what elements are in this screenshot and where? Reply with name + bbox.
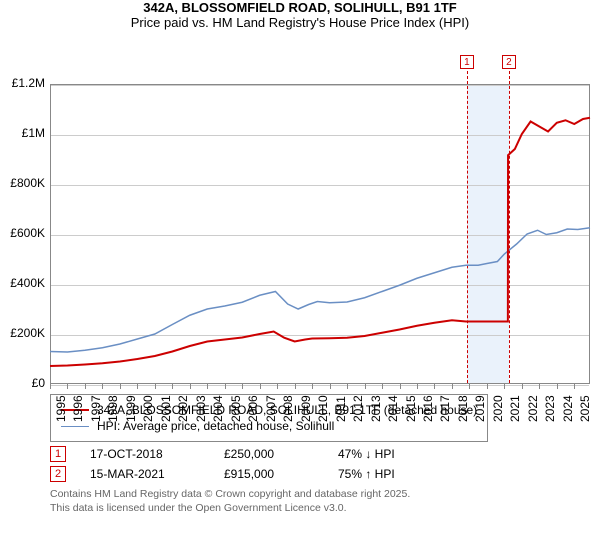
x-tick <box>382 384 383 389</box>
marker-row: 2 15-MAR-2021 £915,000 75% ↑ HPI <box>50 466 600 482</box>
x-tick <box>365 384 366 389</box>
x-tick-label: 2012 <box>351 395 365 422</box>
x-tick-label: 2019 <box>473 395 487 422</box>
x-tick-label: 2018 <box>456 395 470 422</box>
x-tick <box>190 384 191 389</box>
x-tick <box>487 384 488 389</box>
x-tick <box>557 384 558 389</box>
x-tick-label: 2003 <box>194 395 208 422</box>
y-tick-label: £400K <box>0 276 45 290</box>
marker-badge: 1 <box>50 446 66 462</box>
x-tick-label: 2024 <box>561 395 575 422</box>
x-tick <box>137 384 138 389</box>
footer-line2: This data is licensed under the Open Gov… <box>50 502 600 516</box>
marker-delta: 47% ↓ HPI <box>338 447 395 461</box>
y-tick-label: £1.2M <box>0 76 45 90</box>
x-tick-label: 1996 <box>71 395 85 422</box>
x-tick <box>400 384 401 389</box>
x-tick-label: 2005 <box>229 395 243 422</box>
x-tick-label: 2017 <box>438 395 452 422</box>
y-tick-label: £1M <box>0 126 45 140</box>
x-tick-label: 2000 <box>141 395 155 422</box>
event-marker: 1 <box>467 71 468 383</box>
x-tick-label: 1995 <box>54 395 68 422</box>
gridline-y <box>51 385 589 386</box>
x-tick-label: 2023 <box>543 395 557 422</box>
event-marker-badge: 2 <box>502 55 516 69</box>
x-tick <box>452 384 453 389</box>
x-tick-label: 2004 <box>211 395 225 422</box>
x-tick-label: 2022 <box>526 395 540 422</box>
plot-area: 12 <box>50 84 590 384</box>
marker-badge: 2 <box>50 466 66 482</box>
x-tick-label: 1997 <box>89 395 103 422</box>
marker-price: £250,000 <box>224 447 314 461</box>
x-tick-label: 1998 <box>106 395 120 422</box>
x-tick-label: 2020 <box>491 395 505 422</box>
legend-swatch <box>61 426 89 427</box>
y-tick-label: £800K <box>0 176 45 190</box>
x-tick <box>207 384 208 389</box>
highlight-band <box>467 85 509 383</box>
y-tick-label: £200K <box>0 326 45 340</box>
event-marker-badge: 1 <box>460 55 474 69</box>
x-tick-label: 2002 <box>176 395 190 422</box>
x-tick-label: 2010 <box>316 395 330 422</box>
x-tick <box>434 384 435 389</box>
x-tick-label: 1999 <box>124 395 138 422</box>
x-tick <box>102 384 103 389</box>
x-tick <box>330 384 331 389</box>
x-tick-label: 2014 <box>386 395 400 422</box>
x-tick-label: 2021 <box>508 395 522 422</box>
x-tick <box>225 384 226 389</box>
y-tick-label: £0 <box>0 376 45 390</box>
x-tick <box>347 384 348 389</box>
x-tick <box>67 384 68 389</box>
chart-title: 342A, BLOSSOMFIELD ROAD, SOLIHULL, B91 1… <box>0 0 600 15</box>
x-tick-label: 2025 <box>578 395 592 422</box>
x-tick <box>417 384 418 389</box>
x-tick-label: 2006 <box>246 395 260 422</box>
x-tick-label: 2013 <box>369 395 383 422</box>
x-tick-label: 2011 <box>334 396 348 422</box>
x-tick <box>312 384 313 389</box>
chart-subtitle: Price paid vs. HM Land Registry's House … <box>0 15 600 30</box>
marker-row: 1 17-OCT-2018 £250,000 47% ↓ HPI <box>50 446 600 462</box>
footer-line1: Contains HM Land Registry data © Crown c… <box>50 488 600 502</box>
x-tick-label: 2001 <box>159 395 173 422</box>
marker-table: 1 17-OCT-2018 £250,000 47% ↓ HPI 2 15-MAR-202… <box>0 446 600 482</box>
x-tick-label: 2016 <box>421 395 435 422</box>
x-tick <box>469 384 470 389</box>
x-tick <box>155 384 156 389</box>
x-tick <box>85 384 86 389</box>
x-tick <box>504 384 505 389</box>
x-tick <box>260 384 261 389</box>
x-tick <box>539 384 540 389</box>
event-marker: 2 <box>509 71 510 383</box>
x-tick-label: 2008 <box>281 395 295 422</box>
x-tick <box>50 384 51 389</box>
footer-attribution: Contains HM Land Registry data © Crown c… <box>50 488 600 515</box>
y-tick-label: £600K <box>0 226 45 240</box>
marker-price: £915,000 <box>224 467 314 481</box>
x-tick <box>277 384 278 389</box>
x-tick-label: 2007 <box>264 395 278 422</box>
x-tick <box>120 384 121 389</box>
marker-date: 17-OCT-2018 <box>90 447 200 461</box>
marker-date: 15-MAR-2021 <box>90 467 200 481</box>
x-tick <box>295 384 296 389</box>
x-tick-label: 2015 <box>404 395 418 422</box>
x-tick-label: 2009 <box>299 395 313 422</box>
x-tick <box>522 384 523 389</box>
marker-delta: 75% ↑ HPI <box>338 467 395 481</box>
x-tick <box>242 384 243 389</box>
x-tick <box>172 384 173 389</box>
x-tick <box>574 384 575 389</box>
